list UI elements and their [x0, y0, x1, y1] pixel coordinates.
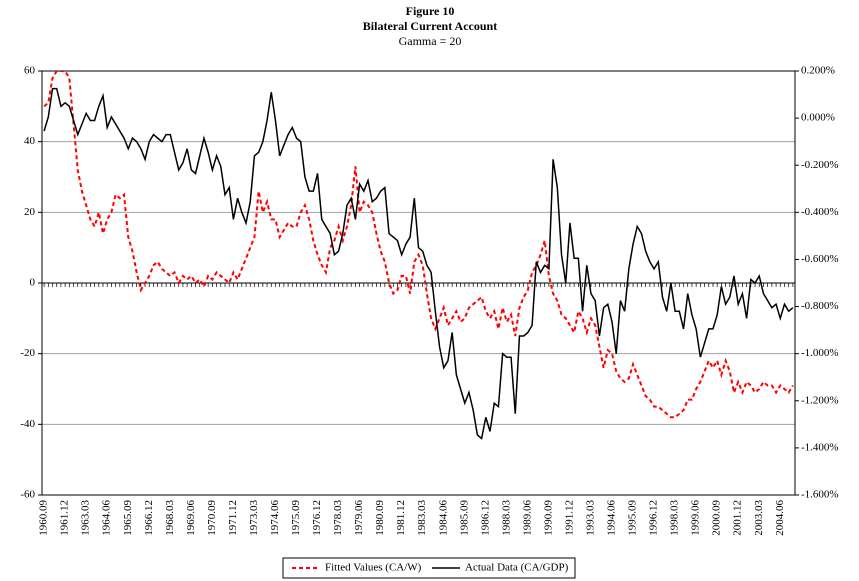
y2-tick-label: -0.200%	[801, 159, 839, 171]
legend-label: Actual Data (CA/GDP)	[465, 562, 569, 574]
x-tick-label: 1996.12	[648, 500, 660, 536]
x-tick-label: 2004.06	[774, 500, 786, 536]
x-tick-label: 1968.03	[164, 500, 176, 536]
x-tick-label: 1991.12	[563, 500, 575, 536]
y2-tick-label: -0.800%	[801, 300, 839, 312]
x-tick-label: 1994.06	[606, 500, 618, 536]
y-tick-label: -20	[20, 347, 35, 359]
x-tick-label: 1988.03	[500, 500, 512, 536]
y2-tick-label: -1.200%	[801, 394, 839, 406]
x-tick-label: 1971.12	[227, 500, 239, 536]
y2-tick-label: -0.400%	[801, 206, 839, 218]
x-tick-label: 1999.06	[690, 500, 702, 536]
x-tick-label: 1979.06	[353, 500, 365, 536]
x-tick-label: 2000.09	[711, 500, 723, 536]
y-tick-label: 20	[24, 206, 36, 218]
x-tick-label: 1980.09	[374, 500, 386, 536]
x-tick-label: 1966.12	[143, 500, 155, 536]
y2-tick-label: -1.000%	[801, 347, 839, 359]
x-tick-label: 1975.09	[290, 500, 302, 536]
x-tick-label: 1989.06	[521, 500, 533, 536]
x-tick-label: 1976.12	[311, 500, 323, 536]
x-tick-label: 1964.06	[101, 500, 113, 536]
x-tick-label: 1983.03	[416, 500, 428, 536]
x-tick-label: 1984.06	[437, 500, 449, 536]
x-tick-label: 1993.03	[585, 500, 597, 536]
x-tick-label: 1965.09	[122, 500, 134, 536]
x-tick-label: 1981.12	[395, 500, 407, 536]
x-tick-label: 1961.12	[59, 500, 71, 536]
y2-tick-label: -1.400%	[801, 441, 839, 453]
y-tick-label: 0	[30, 277, 36, 289]
annotation: Gamma = 20	[399, 34, 462, 48]
x-tick-label: 1995.09	[627, 500, 639, 536]
chart-subtitle: Bilateral Current Account	[363, 19, 497, 33]
x-tick-label: 1978.03	[332, 500, 344, 536]
chart-title: Figure 10	[406, 4, 455, 18]
x-tick-label: 1985.09	[458, 500, 470, 536]
y-tick-label: -40	[20, 418, 35, 430]
x-tick-label: 1969.06	[185, 500, 197, 536]
legend-box	[282, 557, 576, 579]
series-line	[43, 87, 794, 440]
x-tick-label: 1986.12	[479, 500, 491, 536]
x-tick-label: 1998.03	[669, 500, 681, 536]
y2-tick-label: 0.000%	[801, 112, 835, 124]
x-tick-label: 1963.03	[80, 500, 92, 536]
series-line	[43, 71, 794, 419]
x-tick-label: 2001.12	[732, 500, 744, 536]
x-tick-label: 1973.03	[248, 500, 260, 536]
x-tick-label: 1970.09	[206, 500, 218, 536]
x-tick-label: 1974.06	[269, 500, 281, 536]
x-tick-label: 1960.09	[38, 500, 50, 536]
legend-label: Fitted Values (CA/W)	[325, 562, 422, 574]
x-tick-label: 2003.03	[753, 500, 765, 536]
x-tick-label: 1990.09	[542, 500, 554, 536]
y2-tick-label: -1.600%	[801, 489, 839, 501]
y-tick-label: 60	[24, 65, 36, 77]
y2-tick-label: 0.200%	[801, 65, 835, 77]
y-tick-label: -60	[20, 489, 35, 501]
y-tick-label: 40	[24, 135, 36, 147]
y2-tick-label: -0.600%	[801, 253, 839, 265]
